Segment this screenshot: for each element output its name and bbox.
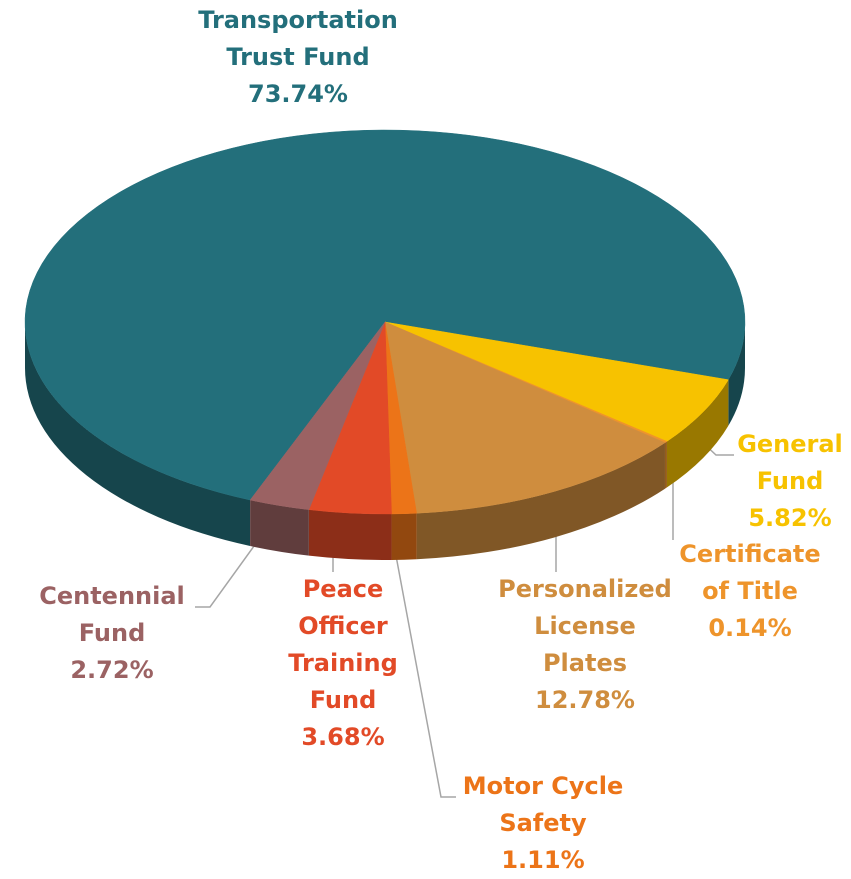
pie-slice [249,321,386,510]
data-label: Centennial Fund 2.72% [17,578,207,689]
data-label: Certificate of Title 0.14% [665,536,835,647]
value-label: 73.74% [248,80,348,108]
value-label: 0.14% [708,614,792,642]
leader-line [393,544,456,798]
category-label: Peace Officer Training Fund [288,575,398,714]
category-label: Personalized License Plates [498,575,672,677]
data-label: General Fund 5.82% [730,426,850,537]
category-label: Certificate of Title [679,540,821,605]
pie-slice-side [25,322,251,547]
category-label: Transportation Trust Fund [198,6,398,71]
category-label: Motor Cycle Safety [462,772,624,837]
category-label: General Fund [737,430,843,495]
pie-slice-side [391,513,417,560]
pie-slice-side [308,509,392,560]
value-label: 2.72% [70,656,154,684]
data-label: Peace Officer Training Fund 3.68% [278,571,408,756]
pie-slice-side [728,322,745,426]
pie-sides [25,322,745,560]
value-label: 1.11% [501,846,585,874]
value-label: 5.82% [748,504,832,532]
pie-slice [24,129,746,501]
pie-slice-side [416,442,665,560]
pie-slice [384,321,729,442]
value-label: 3.68% [301,723,385,751]
data-label: Personalized License Plates 12.78% [495,571,675,719]
pie-slice-side [664,441,667,489]
pie-tops [24,129,746,515]
pie-slice-side [666,379,729,488]
data-label: Motor Cycle Safety 1.11% [448,768,638,879]
pie-slice-side [250,500,309,556]
data-label: Transportation Trust Fund 73.74% [168,2,428,113]
category-label: Centennial Fund [39,582,185,647]
value-label: 12.78% [535,686,635,714]
leader-line [195,534,263,608]
pie-slice [384,321,666,514]
